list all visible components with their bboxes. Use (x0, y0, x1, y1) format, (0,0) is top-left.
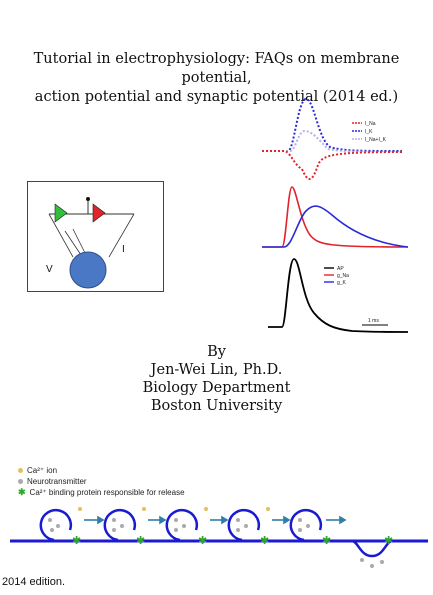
cover-title: Tutorial in electrophysiology: FAQs on m… (0, 50, 433, 107)
ion-dot-icon (18, 468, 23, 473)
series-ina-ik-current (262, 129, 403, 153)
synaptic-release-diagram: ✱ ✱ ✱ ✱ ✱ ✱ (10, 507, 428, 568)
legend-ina-ik: I_Na+I_K (365, 137, 387, 143)
series-ap (268, 258, 409, 333)
author-university: Boston University (150, 398, 283, 414)
cell-body (69, 251, 107, 289)
legend-gna: g_Na (337, 273, 349, 279)
green-amplifier-icon (54, 203, 68, 223)
red-amplifier-icon (92, 203, 106, 223)
circuit-label-i: I (122, 244, 125, 255)
legend-item-binding-protein: ✱ Ca²⁺ binding protein responsible for re… (18, 487, 185, 497)
chart-currents: I_Na I_K I_Na+I_K (262, 97, 403, 180)
title-line-2: action potential and synaptic potential … (34, 89, 399, 105)
legend-ap: AP (337, 266, 344, 272)
legend-item-ion: Ca²⁺ ion (18, 465, 185, 476)
binding-protein-icon: ✱ (18, 487, 26, 497)
svg-text:✱: ✱ (260, 534, 269, 547)
series-ik-current (262, 97, 403, 152)
legend-ik: I_K (365, 129, 373, 135)
neurotransmitter-dot-icon (18, 479, 23, 484)
svg-text:✱: ✱ (384, 534, 393, 547)
chart-conductances (262, 186, 409, 248)
voltage-clamp-circuit-diagram: V I (27, 181, 164, 292)
chart-action-potential: AP g_Na g_K 1 ms (268, 258, 409, 333)
svg-text:✱: ✱ (322, 534, 331, 547)
series-ina-current (262, 150, 403, 180)
svg-text:✱: ✱ (136, 534, 145, 547)
svg-text:✱: ✱ (198, 534, 207, 547)
author-block: By Jen-Wei Lin, Ph.D. Biology Department… (0, 343, 433, 415)
legend-gk: g_K (337, 280, 347, 286)
series-gk (262, 205, 409, 248)
legend-ina: I_Na (365, 121, 376, 127)
edition-label: 2014 edition. (2, 576, 65, 588)
scale-bar-label: 1 ms (368, 318, 379, 324)
author-by: By (207, 344, 226, 360)
author-name: Jen-Wei Lin, Ph.D. (150, 362, 283, 378)
synapse-legend: Ca²⁺ ion Neurotransmitter ✱ Ca²⁺ binding … (18, 465, 185, 498)
svg-text:✱: ✱ (72, 534, 81, 547)
title-line-1: Tutorial in electrophysiology: FAQs on m… (33, 51, 400, 86)
circuit-label-v: V (46, 264, 53, 275)
legend-item-neurotransmitter: Neurotransmitter (18, 476, 185, 487)
author-department: Biology Department (142, 380, 291, 396)
series-gna (262, 186, 409, 248)
